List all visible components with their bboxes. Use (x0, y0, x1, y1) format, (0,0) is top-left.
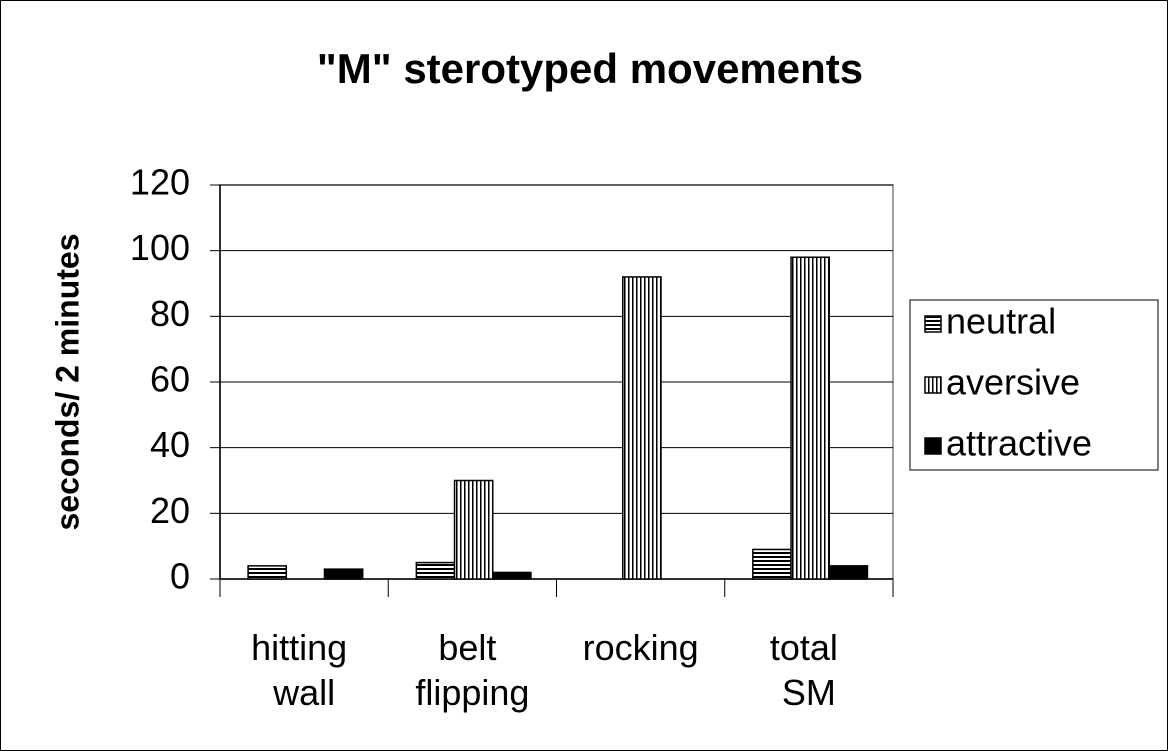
x-tick-label: total SM (770, 627, 848, 713)
y-tick-label: 100 (130, 227, 190, 268)
y-tick-label: 20 (150, 490, 190, 531)
x-tick-label: hitting wall (251, 627, 357, 713)
bar (828, 565, 869, 580)
legend-swatch (924, 437, 942, 455)
bar (491, 571, 532, 580)
legend-swatch (924, 376, 942, 394)
y-tick-label: 60 (150, 359, 190, 400)
bar (247, 565, 288, 580)
legend-label: aversive (946, 362, 1080, 403)
x-tick-label: rocking (583, 627, 699, 668)
bar (415, 561, 456, 580)
chart-title: "M" sterotyped movements (317, 45, 863, 92)
legend-label: attractive (946, 423, 1092, 464)
bar (752, 548, 792, 580)
bar (622, 276, 662, 580)
legend-label: neutral (946, 301, 1056, 342)
y-tick-label: 40 (150, 424, 190, 465)
x-tick-label: belt flipping (415, 627, 529, 713)
y-tick-label: 80 (150, 293, 190, 334)
y-tick-label: 0 (170, 556, 190, 597)
bar (323, 568, 364, 580)
bar (790, 256, 830, 580)
legend-swatch (924, 315, 942, 333)
y-axis-label: seconds/ 2 minutes (49, 234, 85, 531)
bar (453, 479, 494, 580)
legend (909, 299, 1159, 471)
y-tick-label: 120 (130, 162, 190, 203)
